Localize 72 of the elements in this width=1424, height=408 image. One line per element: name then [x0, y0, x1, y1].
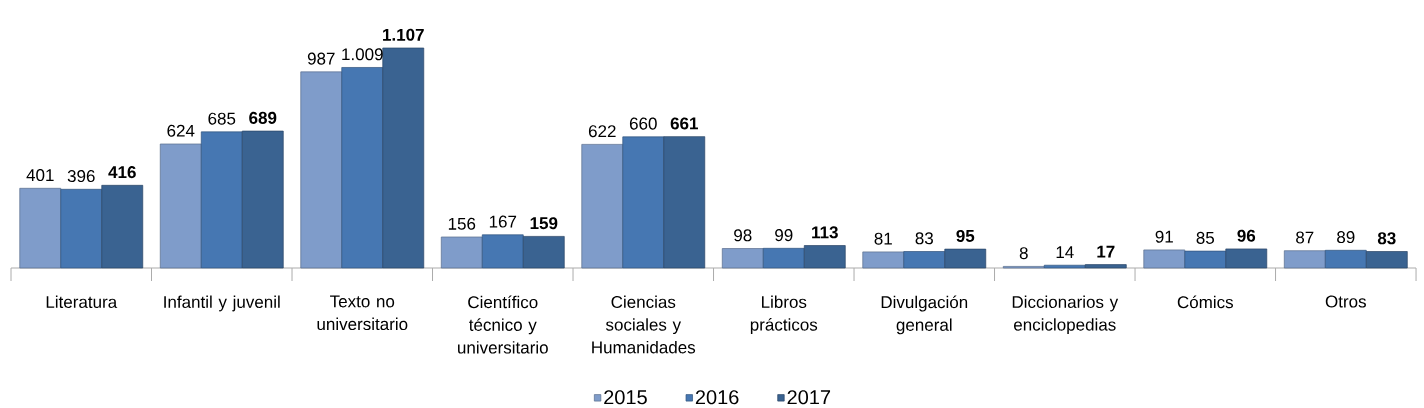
- data-label: 87: [1296, 231, 1314, 244]
- data-label: 689: [249, 111, 277, 124]
- data-label: 83: [915, 232, 933, 245]
- data-label: 416: [108, 166, 136, 179]
- x-tick-label: Texto no universitario: [317, 295, 408, 331]
- bar: [382, 47, 425, 269]
- x-tick-label: Otros: [1325, 295, 1366, 308]
- data-label: 17: [1097, 245, 1115, 258]
- x-tick-label: Diccionarios y enciclopedias: [1012, 295, 1119, 335]
- data-label: 685: [208, 112, 236, 125]
- data-label: 401: [26, 169, 54, 182]
- bar: [1324, 249, 1367, 269]
- bar: [481, 234, 524, 269]
- bar: [440, 236, 483, 269]
- data-label: 14: [1056, 246, 1074, 259]
- bar: [241, 130, 284, 269]
- data-label: 8: [1019, 247, 1028, 260]
- legend-label: 2016: [695, 390, 739, 405]
- data-label: 83: [1377, 232, 1396, 245]
- bar: [622, 136, 665, 269]
- x-tick-label: Infantil y juvenil: [164, 295, 280, 312]
- x-tick-label: Ciencias sociales y Humanidades: [592, 295, 696, 354]
- bar: [101, 184, 144, 269]
- data-label: 91: [1155, 230, 1173, 243]
- data-label: 98: [734, 229, 752, 242]
- data-label: 95: [956, 229, 975, 242]
- x-tick-label: Literatura: [46, 295, 118, 309]
- data-label: 660: [629, 117, 657, 130]
- bar: [1184, 250, 1227, 269]
- bar: [341, 67, 384, 269]
- bar: [19, 187, 62, 269]
- bar: [762, 247, 805, 269]
- data-label: 113: [812, 226, 838, 239]
- data-label: 85: [1196, 231, 1215, 244]
- bar: [663, 136, 706, 269]
- x-tick-label: Cómics: [1177, 295, 1233, 309]
- bar: [1365, 251, 1408, 269]
- bar: [159, 143, 202, 269]
- data-label: 99: [775, 229, 793, 242]
- bar: [300, 71, 343, 269]
- bar: [1143, 249, 1186, 269]
- data-label: 81: [874, 232, 892, 245]
- data-label: 1.107: [383, 28, 424, 41]
- data-label: 661: [670, 117, 698, 130]
- x-tick-label: Libros prácticos: [750, 295, 818, 335]
- legend-label: 2017: [787, 390, 831, 405]
- bar: [200, 131, 243, 269]
- data-label: 156: [448, 217, 476, 230]
- bar: [944, 248, 987, 269]
- legend-label: 2015: [604, 390, 647, 405]
- bar: [522, 236, 565, 269]
- bar: [721, 248, 764, 269]
- x-tick-label: Científico técnico y universitario: [458, 295, 548, 354]
- bar: [1043, 264, 1086, 269]
- bar: [581, 144, 624, 269]
- bar: [1283, 250, 1326, 269]
- data-label: 167: [489, 215, 517, 228]
- data-label: 987: [307, 52, 335, 65]
- bar: [60, 188, 103, 269]
- data-label: 622: [588, 125, 616, 138]
- bar: [1084, 264, 1127, 269]
- bar: [862, 251, 905, 269]
- data-label: 159: [530, 217, 558, 230]
- bar: [803, 245, 846, 269]
- data-label: 96: [1237, 229, 1256, 242]
- data-label: 89: [1337, 231, 1355, 244]
- bar: [1225, 248, 1268, 269]
- data-label: 624: [167, 124, 195, 137]
- bar: [903, 251, 946, 269]
- data-label: 1.009: [342, 48, 383, 61]
- data-label: 396: [67, 170, 95, 183]
- x-tick-label: Divulgación general: [881, 295, 968, 335]
